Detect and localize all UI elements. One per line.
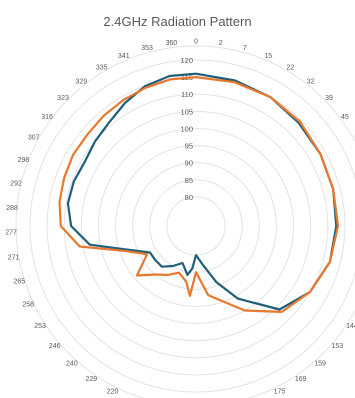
chart-title: 2.4GHz Radiation Pattern [103, 14, 252, 29]
angle-label: 288 [6, 205, 18, 212]
angle-label: 307 [28, 135, 40, 142]
grid-ring-110 [63, 93, 329, 359]
grid-ring-80 [166, 196, 226, 256]
angle-label: 258 [22, 301, 34, 308]
angle-label: 22 [286, 64, 294, 71]
grid-ring-95 [115, 145, 277, 307]
radial-tick-105: 105 [180, 107, 193, 116]
angle-label: 0 [194, 39, 198, 46]
grid-ring-105 [80, 110, 312, 342]
grid-ring-90 [132, 162, 260, 290]
grid-ring-outer [15, 45, 355, 398]
radial-tick-80: 80 [185, 193, 193, 202]
angle-label: 329 [76, 78, 88, 85]
angle-label: 2 [219, 40, 223, 47]
radial-tick-100: 100 [180, 124, 193, 133]
angle-label: 159 [314, 361, 326, 368]
angle-label: 277 [5, 230, 17, 237]
angle-label: 15 [264, 53, 272, 60]
angle-label: 32 [307, 78, 315, 85]
radial-tick-85: 85 [185, 176, 193, 185]
angle-label: 246 [49, 343, 61, 350]
angle-label: 298 [18, 157, 30, 164]
angle-label: 7 [243, 45, 247, 52]
angle-label: 335 [96, 64, 108, 71]
angle-label: 341 [118, 53, 130, 60]
angle-label: 271 [8, 254, 20, 261]
angle-label: 353 [141, 45, 153, 52]
angle-label: 169 [295, 376, 307, 383]
radial-tick-90: 90 [185, 159, 193, 168]
angle-label: 265 [13, 278, 25, 285]
angle-label: 240 [66, 361, 78, 368]
angle-label: 253 [34, 323, 46, 330]
chart-grid [15, 45, 355, 398]
grid-ring-120 [29, 59, 355, 393]
angle-label: 153 [331, 343, 343, 350]
angle-label: 45 [341, 114, 349, 121]
series-line-1 [66, 72, 338, 311]
angle-label: 144 [346, 323, 355, 330]
radial-tick-95: 95 [185, 142, 193, 151]
angle-label: 175 [274, 389, 286, 396]
angle-label: 39 [325, 95, 333, 102]
angle-label: 323 [57, 95, 69, 102]
radial-tick-110: 110 [181, 90, 193, 99]
grid-ring-100 [97, 127, 295, 325]
chart-series [58, 72, 340, 313]
angle-labels: 0271522323945515761111161221381441531591… [5, 39, 355, 396]
series-line-2 [58, 76, 340, 313]
angle-label: 360 [165, 40, 177, 47]
angle-label: 292 [10, 181, 22, 188]
angle-label: 316 [41, 114, 53, 121]
angle-label: 229 [85, 376, 97, 383]
radial-tick-120: 120 [180, 56, 193, 65]
angle-label: 220 [107, 389, 119, 396]
